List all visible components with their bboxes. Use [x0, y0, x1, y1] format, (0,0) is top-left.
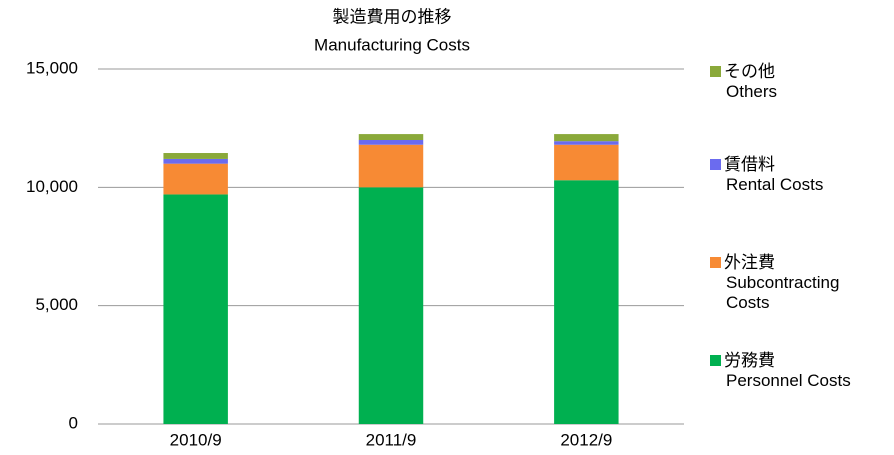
bar-segment: [358, 144, 424, 188]
legend-label-en: Personnel Costs: [726, 371, 851, 390]
bar-segment: [163, 194, 228, 424]
bar-segment: [358, 140, 424, 145]
legend-swatch: [710, 159, 721, 170]
legend-line: 外注費: [710, 248, 876, 273]
legend-line: 労務費: [710, 346, 851, 371]
bar-segment: [554, 180, 619, 424]
x-tick-label: 2012/9: [560, 430, 612, 449]
chart: 製造費用の推移 Manufacturing Costs 0 5,000 10,000…: [26, 7, 684, 449]
bar-segment: [554, 134, 619, 142]
x-tick-label: 2011/9: [366, 430, 417, 449]
bar-segment: [554, 144, 619, 181]
legend-label: 外注費: [724, 253, 775, 272]
legend-label: その他: [724, 62, 775, 81]
legend-swatch: [710, 355, 721, 366]
bar-segment: [163, 163, 228, 195]
legend-item: 賃借料 Rental Costs: [710, 150, 823, 195]
bar-segment: [554, 141, 619, 145]
legend-item: 外注費 Subcontracting Costs: [710, 248, 876, 313]
y-tick-label: 0: [69, 413, 78, 432]
legend-swatch: [710, 66, 721, 77]
bar-segment: [163, 158, 228, 164]
x-tick-label: 2010/9: [170, 430, 222, 449]
legend-label: 労務費: [724, 351, 775, 370]
y-tick-label: 15,000: [26, 58, 78, 77]
legend-label-en: Subcontracting Costs: [726, 273, 840, 312]
legend-label-en: Rental Costs: [726, 175, 824, 194]
legend-item: その他 Others: [710, 57, 777, 102]
legend-label: 賃借料: [724, 155, 775, 174]
bar-segment: [163, 153, 228, 159]
y-tick-label: 5,000: [35, 295, 78, 314]
chart-subtitle: Manufacturing Costs: [314, 35, 470, 54]
legend-line: その他: [710, 57, 777, 82]
legend-line: 賃借料: [710, 150, 823, 175]
bar-segment: [358, 134, 424, 140]
legend-label-en: Others: [726, 82, 778, 101]
y-tick-label: 10,000: [26, 177, 78, 196]
chart-title: 製造費用の推移: [333, 7, 452, 26]
legend-item: 労務費 Personnel Costs: [710, 346, 851, 391]
legend-swatch: [710, 257, 721, 268]
bar-segment: [358, 187, 424, 424]
